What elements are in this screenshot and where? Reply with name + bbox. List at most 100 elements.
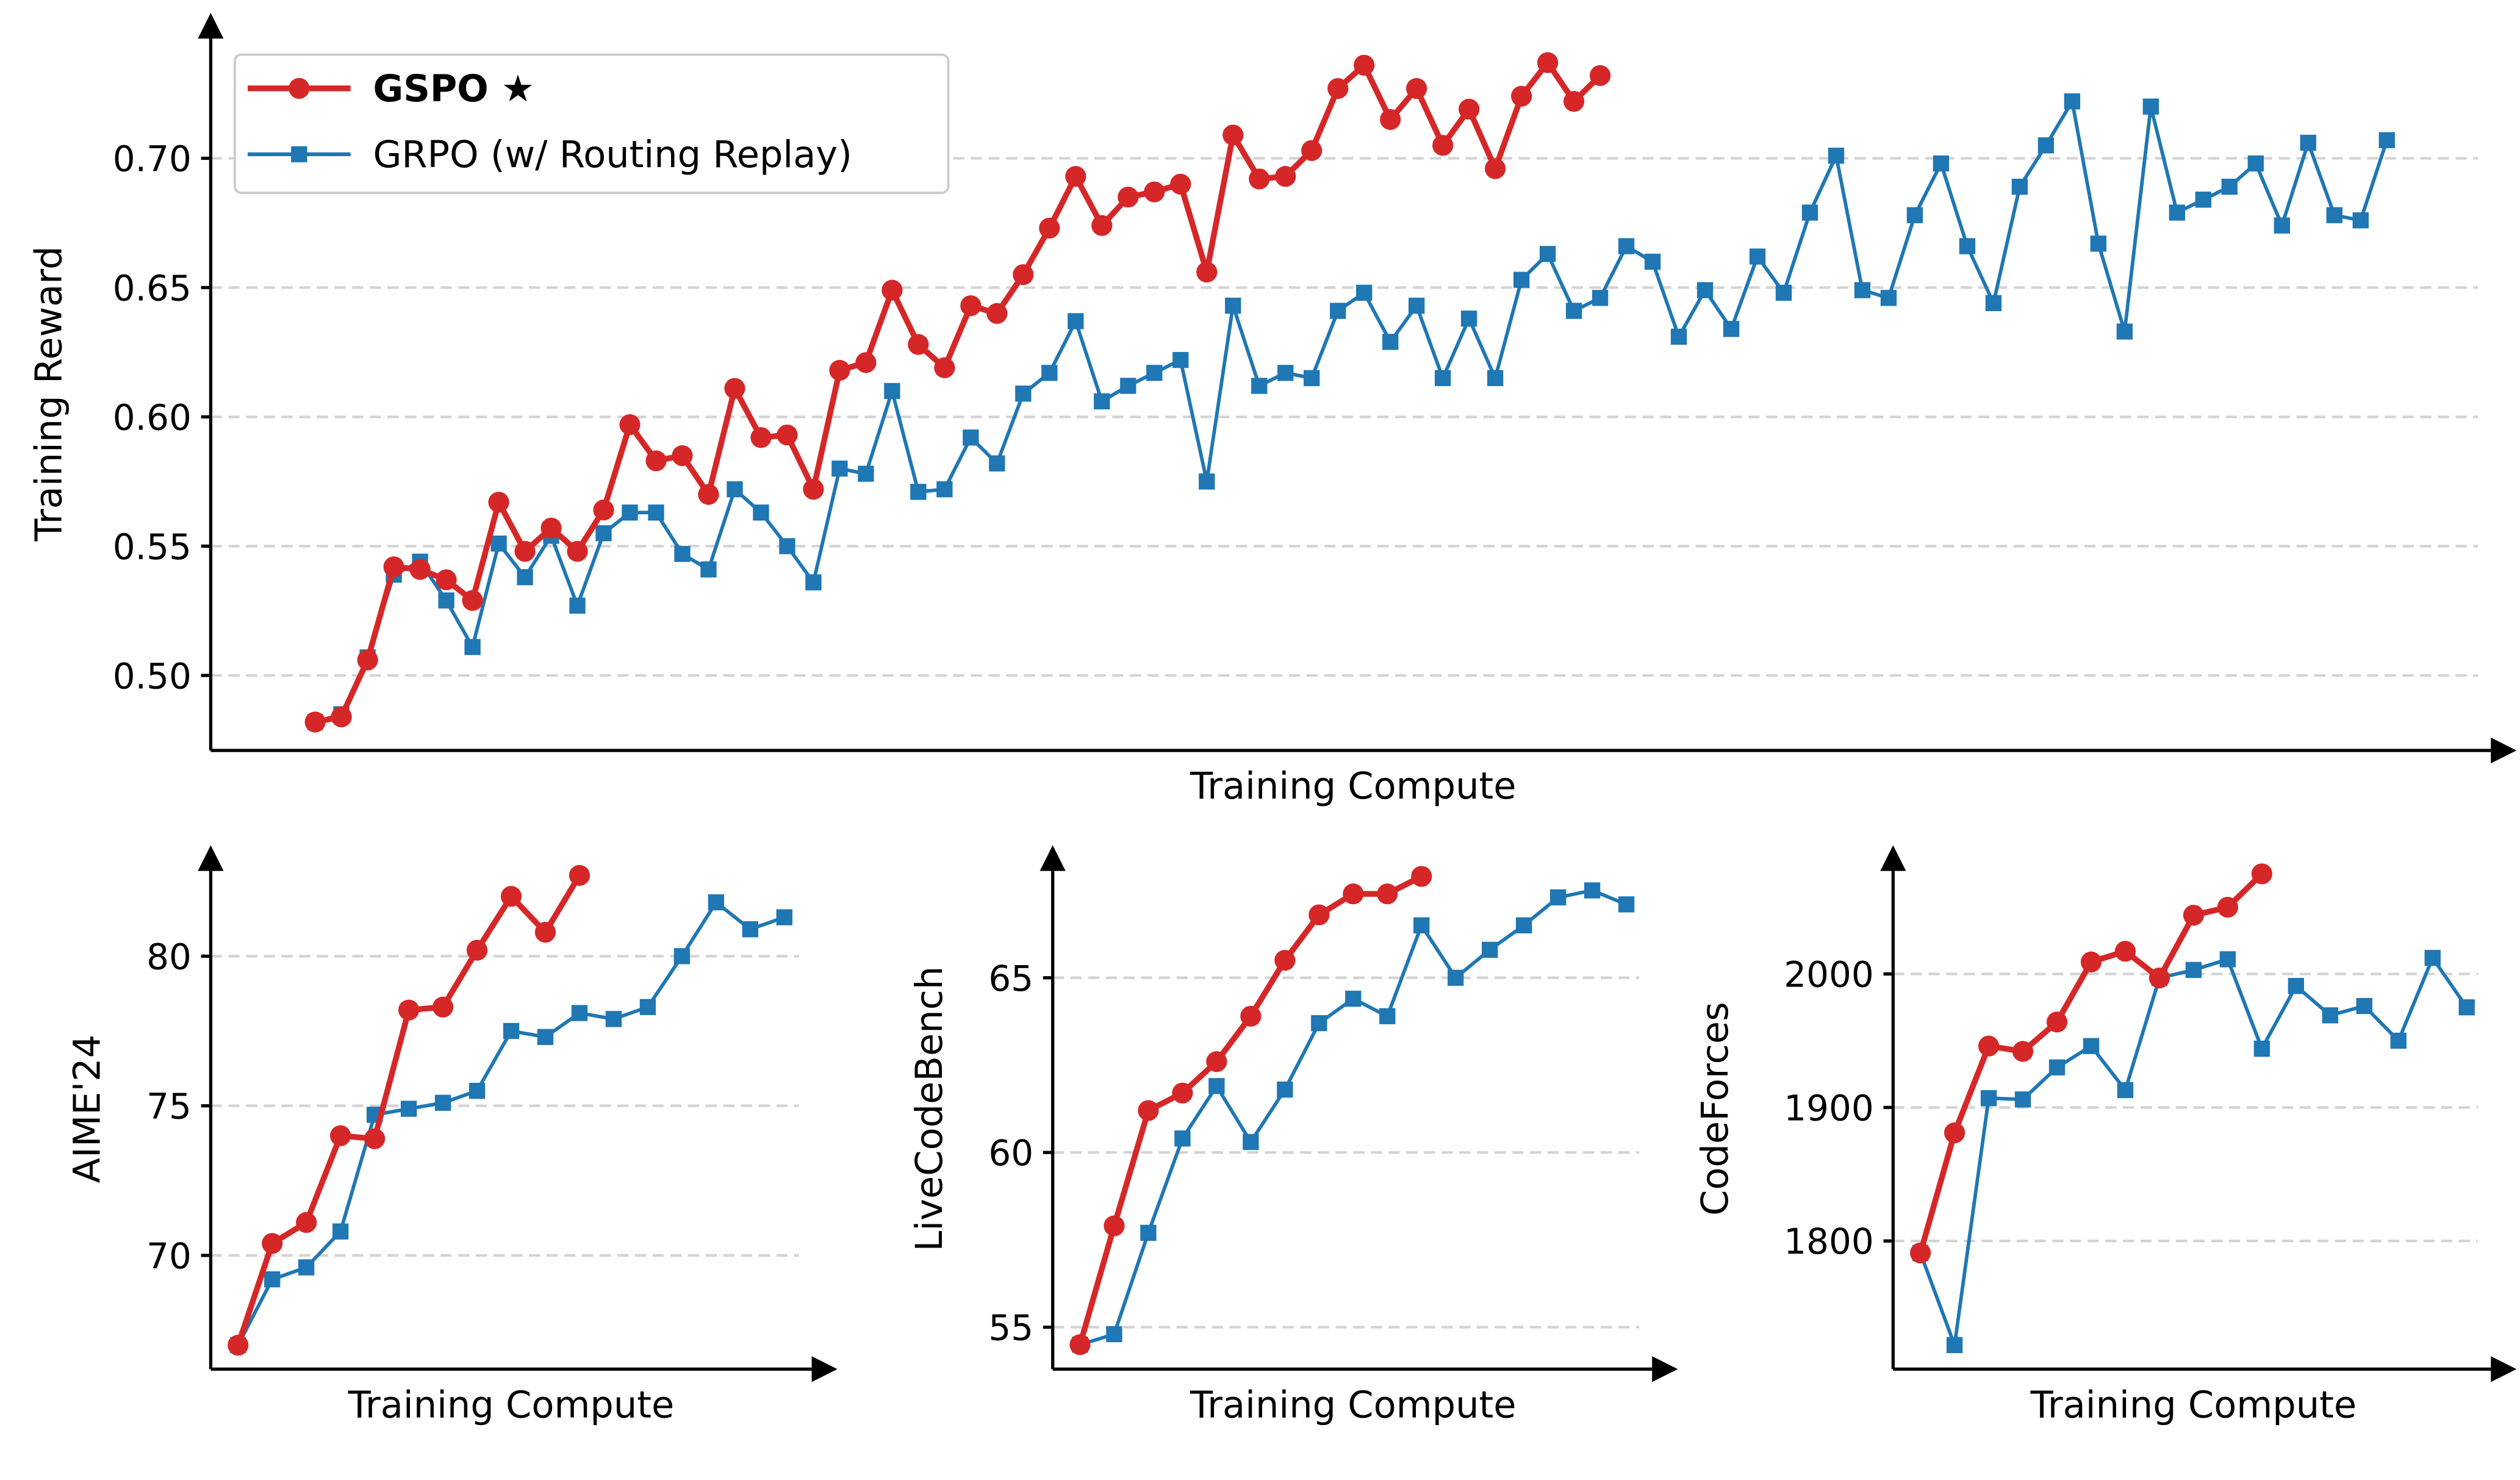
data-point-gspo (1104, 1215, 1125, 1237)
data-point-grpo (2048, 1059, 2066, 1076)
data-point-gspo (383, 556, 404, 578)
data-point-grpo (605, 1011, 622, 1027)
data-point-grpo (537, 1029, 554, 1045)
series-line (236, 900, 785, 1346)
y-axis-label: LiveCodeBench (908, 966, 951, 1252)
data-point-grpo (1513, 271, 1530, 288)
data-point-gspo (1172, 1082, 1193, 1104)
data-point-grpo (1174, 1130, 1191, 1147)
legend-marker-gspo (289, 77, 310, 99)
y-axis-label: Training Reward (27, 246, 70, 542)
data-point-gspo (1589, 65, 1611, 86)
data-point-grpo (2037, 137, 2055, 154)
data-point-gspo (2046, 1011, 2068, 1033)
x-axis-label: Training Compute (2030, 1384, 2357, 1426)
data-point-grpo (673, 948, 691, 965)
data-point-gspo (330, 1125, 351, 1146)
data-point-grpo (1539, 246, 1556, 262)
data-point-grpo (2390, 1032, 2407, 1049)
data-point-grpo (1592, 290, 1609, 306)
data-point-gspo (357, 649, 378, 670)
data-point-grpo (434, 1094, 451, 1111)
data-point-grpo (963, 429, 979, 446)
data-point-grpo (1618, 896, 1635, 913)
series-gspo (304, 52, 1611, 733)
data-point-gspo (619, 414, 641, 436)
data-point-grpo (1670, 328, 1687, 345)
data-point-grpo (858, 465, 874, 482)
legend-marker-grpo (291, 146, 307, 163)
data-point-grpo (831, 460, 848, 477)
data-point-grpo (1946, 1337, 1963, 1354)
data-point-gspo (645, 450, 667, 472)
data-point-grpo (2219, 951, 2236, 968)
data-point-gspo (1274, 949, 1296, 971)
data-point-grpo (1356, 284, 1373, 301)
data-point-grpo (2014, 1091, 2031, 1108)
data-point-gspo (803, 478, 824, 500)
panel-aime: 70 75 80 Training Compute AIME'24 (66, 845, 838, 1426)
data-point-grpo (2288, 978, 2305, 994)
data-point-grpo (1985, 295, 2002, 312)
series-line (314, 99, 2389, 724)
data-point-grpo (1015, 386, 1032, 402)
data-point-grpo (2117, 1082, 2134, 1099)
data-point-gspo (698, 484, 719, 505)
ytick-label: 2000 (1784, 954, 1873, 996)
data-point-grpo (622, 504, 638, 521)
data-point-grpo (776, 909, 792, 925)
series-gspo (1909, 863, 2272, 1263)
data-point-grpo (1413, 917, 1430, 933)
data-point-gspo (1144, 181, 1165, 203)
data-point-gspo (540, 517, 562, 539)
data-point-grpo (1980, 1090, 1997, 1107)
x-axis-label: Training Compute (1190, 765, 1517, 808)
data-point-grpo (1515, 917, 1532, 933)
data-point-gspo (750, 427, 772, 448)
data-point-gspo (514, 541, 536, 562)
data-point-gspo (436, 569, 457, 591)
data-point-grpo (1549, 889, 1567, 906)
data-point-grpo (1644, 253, 1661, 270)
data-point-grpo (674, 545, 691, 562)
data-point-gspo (488, 492, 509, 513)
series-line (1077, 874, 1423, 1346)
data-point-gspo (2148, 967, 2170, 989)
data-point-gspo (934, 357, 955, 378)
data-point-gspo (777, 424, 798, 446)
data-point-gspo (1065, 166, 1086, 187)
data-point-grpo (708, 894, 725, 911)
data-point-grpo (1618, 238, 1635, 254)
x-axis-arrow-icon (2491, 1356, 2517, 1382)
data-point-grpo (1172, 351, 1189, 368)
data-point-grpo (1345, 990, 1362, 1007)
data-point-grpo (1482, 941, 1498, 958)
data-point-gspo (1170, 173, 1191, 195)
data-point-gspo (960, 295, 982, 317)
data-point-grpo (2247, 155, 2264, 172)
data-point-gspo (304, 711, 326, 733)
data-point-grpo (2458, 999, 2475, 1016)
y-axis-arrow-icon (1039, 845, 1066, 871)
data-point-grpo (2185, 961, 2202, 979)
data-point-grpo (2083, 1038, 2100, 1054)
data-point-grpo (2195, 192, 2211, 208)
data-point-gspo (2114, 941, 2136, 962)
ytick-label: 80 (146, 936, 192, 977)
data-point-gspo (829, 359, 850, 381)
ytick-label: 70 (146, 1235, 192, 1277)
data-point-grpo (464, 639, 481, 655)
data-point-grpo (595, 525, 612, 542)
panel-reward: 0.50 0.55 0.60 0.65 0.70 Training Compute Trai… (27, 13, 2517, 808)
y-axis-label: CodeForces (1694, 1002, 1737, 1216)
data-point-grpo (332, 1223, 349, 1240)
ytick-label: 1900 (1784, 1087, 1873, 1129)
data-point-grpo (1854, 282, 1871, 298)
ytick-label: 0.55 (113, 526, 192, 567)
data-point-gspo (1377, 883, 1398, 905)
panel-livecodebench: 55 60 65 Training Compute LiveCodeBench (908, 845, 1678, 1426)
data-point-grpo (1120, 378, 1136, 394)
data-point-grpo (2064, 93, 2081, 110)
ytick-label: 0.70 (113, 138, 192, 180)
legend-label-gspo: GSPO ★ (373, 68, 534, 110)
